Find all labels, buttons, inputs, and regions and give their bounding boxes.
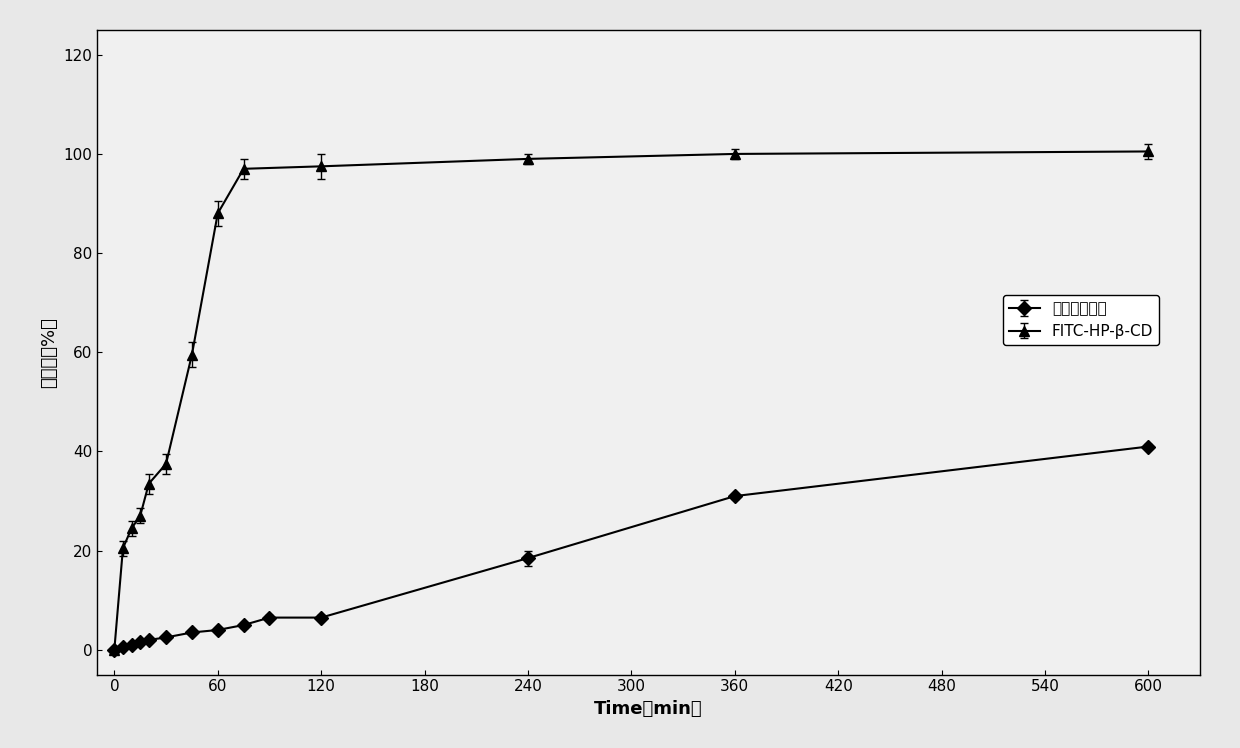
Legend: 环糖精脂质体, FITC-HP-β-CD: 环糖精脂质体, FITC-HP-β-CD bbox=[1003, 295, 1159, 345]
Y-axis label: 释放度（%）: 释放度（%） bbox=[40, 317, 58, 387]
X-axis label: Time（min）: Time（min） bbox=[594, 700, 703, 718]
